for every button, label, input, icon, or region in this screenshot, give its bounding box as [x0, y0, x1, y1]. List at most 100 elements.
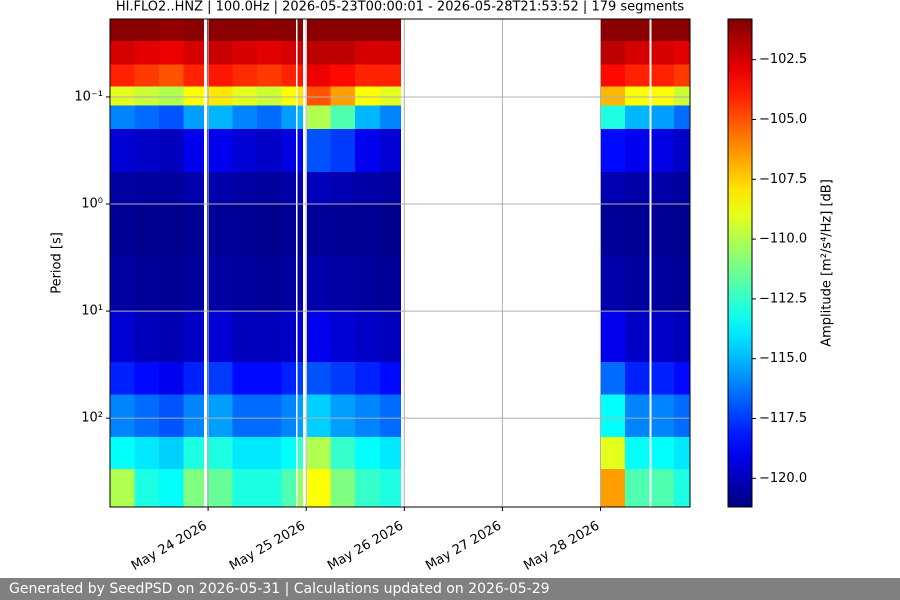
- cell: [297, 255, 304, 312]
- cell: [330, 311, 356, 363]
- cell: [330, 105, 356, 130]
- colorbar-tick-label: −115.0: [759, 351, 807, 366]
- cell: [159, 171, 184, 205]
- colorbar-tick-label: −105.0: [759, 112, 807, 127]
- cell: [207, 362, 233, 395]
- cell: [625, 64, 650, 88]
- cell: [297, 40, 304, 66]
- cell: [379, 129, 402, 173]
- cell: [355, 19, 380, 42]
- cell: [134, 204, 160, 256]
- cell: [674, 129, 690, 173]
- x-tick-label: May 27 2026: [423, 519, 504, 574]
- colorbar: [727, 18, 753, 508]
- cell: [297, 394, 304, 438]
- cell: [297, 204, 304, 256]
- cell: [355, 64, 380, 88]
- cell: [379, 19, 402, 42]
- cell: [110, 436, 135, 470]
- cell: [257, 204, 282, 256]
- cell: [281, 394, 296, 438]
- y-tick-label: 10¹: [81, 304, 103, 319]
- cell: [625, 129, 650, 173]
- cell: [307, 394, 331, 438]
- cell: [330, 204, 356, 256]
- cell: [307, 64, 331, 88]
- cell: [379, 394, 402, 438]
- cell: [183, 204, 205, 256]
- cell: [330, 86, 356, 106]
- cell: [330, 171, 356, 205]
- cell: [159, 64, 184, 88]
- cell: [257, 40, 282, 66]
- cell: [330, 362, 356, 395]
- cell: [110, 255, 135, 312]
- cell: [232, 436, 258, 470]
- cell: [183, 394, 205, 438]
- y-tick-label: 10⁻¹: [74, 89, 103, 104]
- cell: [355, 129, 380, 173]
- cell: [600, 436, 626, 470]
- cell: [134, 436, 160, 470]
- cell: [330, 255, 356, 312]
- cell: [625, 311, 650, 363]
- cell: [625, 19, 650, 42]
- cell: [674, 40, 690, 66]
- colorbar-tick-label: −110.0: [759, 232, 807, 247]
- cell: [134, 40, 160, 66]
- x-tick-label: May 25 2026: [227, 519, 308, 574]
- cell: [134, 64, 160, 88]
- cell: [674, 469, 690, 508]
- colorbar-tick-label: −120.0: [759, 471, 807, 486]
- cell: [207, 255, 233, 312]
- cell: [307, 105, 331, 130]
- cell: [232, 19, 258, 42]
- cell: [600, 64, 626, 88]
- cell: [625, 40, 650, 66]
- cell: [600, 40, 626, 66]
- cell: [257, 394, 282, 438]
- cell: [207, 171, 233, 205]
- cell: [257, 311, 282, 363]
- cell: [674, 204, 690, 256]
- cell: [600, 171, 626, 205]
- cell: [307, 311, 331, 363]
- x-tick-label: May 24 2026: [129, 519, 210, 574]
- cell: [355, 105, 380, 130]
- cell: [600, 204, 626, 256]
- cell: [207, 105, 233, 130]
- cell: [651, 19, 675, 42]
- cell: [600, 129, 626, 173]
- cell: [307, 436, 331, 470]
- cell: [134, 362, 160, 395]
- cell: [257, 171, 282, 205]
- cell: [600, 469, 626, 508]
- cell: [625, 394, 650, 438]
- cell: [134, 469, 160, 508]
- cell: [379, 362, 402, 395]
- heatmap: [110, 19, 690, 508]
- cell: [355, 362, 380, 395]
- cell: [330, 129, 356, 173]
- cell: [651, 362, 675, 395]
- cell: [183, 105, 205, 130]
- cell: [110, 394, 135, 438]
- cell: [207, 19, 233, 42]
- cell: [110, 311, 135, 363]
- cell: [257, 64, 282, 88]
- cell: [183, 171, 205, 205]
- cell: [297, 105, 304, 130]
- cell: [207, 469, 233, 508]
- cell: [600, 105, 626, 130]
- cell: [307, 129, 331, 173]
- cell: [307, 204, 331, 256]
- cell: [281, 19, 296, 42]
- cell: [674, 362, 690, 395]
- cell: [674, 255, 690, 312]
- cell: [600, 19, 626, 42]
- colorbar-tick-label: −102.5: [759, 52, 807, 67]
- cell: [159, 436, 184, 470]
- cell: [379, 86, 402, 106]
- cell: [651, 255, 675, 312]
